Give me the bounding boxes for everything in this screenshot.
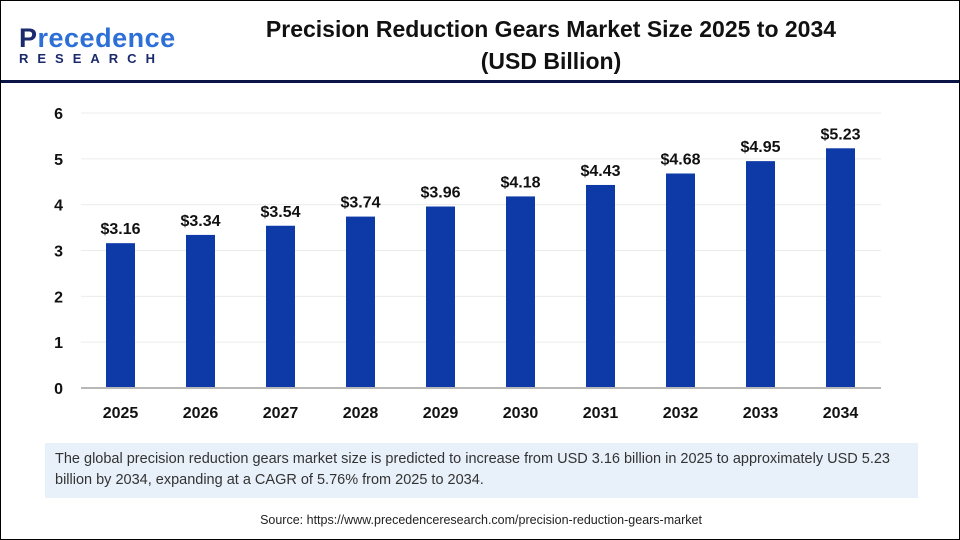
bar [746,161,775,388]
bar [506,196,535,388]
x-tick-label: 2027 [263,405,299,422]
y-tick-label: 2 [54,289,63,306]
bar [426,206,455,388]
x-tick-label: 2025 [103,405,139,422]
data-label: $4.95 [740,139,780,156]
bar [666,173,695,388]
x-tick-label: 2031 [583,405,619,422]
logo-line2: RESEARCH [19,51,164,66]
y-tick-label: 5 [54,152,63,169]
data-label: $4.18 [500,174,540,191]
y-tick-label: 0 [54,381,63,398]
bar [186,234,215,388]
data-label: $5.23 [820,126,860,143]
x-tick-label: 2026 [183,405,219,422]
y-tick-label: 6 [54,106,63,123]
x-tick-label: 2033 [743,405,779,422]
data-label: $3.74 [340,195,380,212]
title-line2: (USD Billion) [480,48,622,74]
bar [826,148,855,388]
header-divider [1,80,959,83]
chart-title: Precision Reduction Gears Market Size 20… [231,13,871,77]
logo-line1: Precedence [19,23,176,53]
y-tick-label: 1 [54,335,63,352]
y-tick-label: 3 [54,244,63,261]
x-tick-label: 2032 [663,405,699,422]
bar-chart: 0 1 2 3 4 5 6 $3.16 2025 $3.34 2026 $3.54 2027 $3.74 2… [54,106,881,422]
bar [346,216,375,388]
data-label: $4.43 [580,163,620,180]
data-label: $4.68 [660,152,700,169]
bar [106,243,135,388]
logo: Precedence RESEARCH [19,23,176,66]
bar [266,225,295,388]
bar [586,184,615,388]
caption: The global precision reduction gears mar… [45,443,918,498]
source: Source: https://www.precedenceresearch.c… [260,513,702,527]
title-line1: Precision Reduction Gears Market Size 20… [265,16,837,42]
x-tick-label: 2028 [343,405,379,422]
x-tick-label: 2029 [423,405,459,422]
y-tick-label: 4 [54,198,63,215]
x-tick-label: 2034 [823,405,859,422]
data-label: $3.96 [420,185,460,202]
data-label: $3.34 [180,213,220,230]
data-label: $3.54 [260,204,300,221]
x-tick-label: 2030 [503,405,539,422]
data-label: $3.16 [100,221,140,238]
